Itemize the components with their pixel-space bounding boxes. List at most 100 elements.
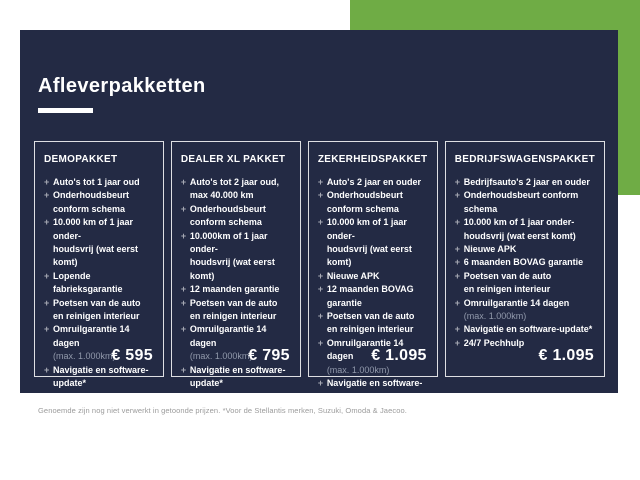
plus-bullet-icon: + [180,284,187,295]
feature-list: + Bedrijfsauto's 2 jaar en ouder + Onderhou… [455,176,595,350]
feature-text: Onderhoudsbeurt conform schema [463,190,579,214]
feature-text: Auto's tot 2 jaar oud, max 40.000 km [189,177,280,201]
plus-bullet-icon: + [44,190,50,201]
feature-item: +10.000 km of 1 jaar onder-houdsvrij (wa… [455,216,595,243]
feature-text: 24/7 Pechhulp [326,404,388,415]
feature-item: + Onderhoudsbeurt conform schema [455,189,595,216]
feature-text: 10.000 km of 1 jaar onder-houdsvrij (wat… [326,217,412,268]
plus-bullet-icon: + [454,270,460,281]
feature-text: 12 maanden garantie [189,284,280,295]
plus-bullet-icon: + [454,337,460,348]
feature-item: +10.000km of 1 jaar onder-houdsvrij (wat… [181,230,291,284]
feature-text: Poetsen van de auto en reinigen interieur [189,297,278,322]
feature-item: + Poetsen van de auto en reinigen interieu… [44,297,154,324]
feature-item: + Navigatie en software-update* [181,364,291,391]
plus-bullet-icon: + [454,190,460,201]
feature-text: Auto's 2 jaar en ouder [326,177,421,187]
plus-bullet-icon: + [180,177,187,187]
package-name: DEALER XL PAKKET [180,154,286,165]
plus-bullet-icon: + [317,378,324,389]
plus-bullet-icon: + [44,297,50,308]
feature-text: Omruilgarantie 14 dagen (max. 1.000km) [189,324,267,362]
feature-item: + Onderhoudsbeurt conform schema [181,203,291,230]
plus-bullet-icon: + [44,391,50,402]
title-underline [38,108,93,113]
plus-bullet-icon: + [317,190,324,201]
feature-text: 10.000 km of 1 jaar onder-houdsvrij (wat… [463,217,576,241]
feature-text: Lopende fabrieksgarantie [53,270,123,295]
package-price: € 595 [111,347,153,364]
feature-text: 24/7 Pechhulp [463,337,525,348]
package-name: BEDRIJFSWAGENSPAKKET [454,154,595,165]
feature-text: Navigatie en software-update* [53,364,149,389]
feature-text: Poetsen van de auto en reinigen interieur [53,297,141,322]
feature-text: 24/7 Pechhulp [189,391,251,402]
feature-text: Onderhoudsbeurt conform schema [53,190,129,214]
plus-bullet-icon: + [317,311,324,322]
feature-text: Navigatie en software-update* [326,378,423,402]
feature-text: 10.000 km of 1 jaar onder-houdsvrij (wat… [53,217,139,268]
feature-item: + Omruilgarantie 14 dagen (max. 1.000km) [318,337,428,377]
feature-text: Navigatie en software-update* [189,364,286,389]
feature-text: Omruilgarantie 14 dagen (max. 1.000km) [53,324,130,362]
feature-text: 10.000km of 1 jaar onder-houdsvrij (wat … [189,230,275,281]
feature-item: +24/7 Pechhulp [318,404,428,417]
feature-item: +12 maanden BOVAG garantie [318,283,428,310]
plus-bullet-icon: + [44,364,50,375]
feature-text: Auto's tot 1 jaar oud [53,177,140,187]
package-name: ZEKERHEIDSPAKKET [317,154,428,165]
feature-item: + Poetsen van de auto en reinigen interieu… [318,310,428,337]
feature-item: +10.000 km of 1 jaar onder-houdsvrij (wa… [44,216,154,270]
feature-item: + Nieuwe APK [455,243,595,256]
plus-bullet-icon: + [454,257,460,268]
plus-bullet-icon: + [317,177,324,187]
feature-text: Navigatie en software-update* [463,324,593,335]
plus-bullet-icon: + [180,391,187,402]
package-card: BEDRIJFSWAGENSPAKKET + Bedrijfsauto's 2 j… [444,141,605,377]
plus-bullet-icon: + [317,217,324,228]
feature-text: Poetsen van de auto en reinigen interieur [326,311,415,335]
feature-list: + Auto's 2 jaar en ouder + Onderhoudsbeurt c… [318,176,428,417]
feature-item: + Poetsen van de auto en reinigen interieu… [455,270,595,297]
plus-bullet-icon: + [180,297,187,308]
feature-text: 12 maanden BOVAG garantie [326,284,414,308]
plus-bullet-icon: + [454,177,460,187]
feature-text: Onderhoudsbeurt conform schema [326,190,403,214]
feature-item: +6 maanden BOVAG garantie [455,256,595,269]
plus-bullet-icon: + [454,324,460,335]
feature-item: + Auto's tot 1 jaar oud [44,176,154,189]
feature-item: + Omruilgarantie 14 dagen (max. 1.000km) [181,323,291,363]
plus-bullet-icon: + [454,244,460,255]
afleverpakketten-panel: Afleverpakketten DEMOPAKKET + Auto's tot … [20,30,618,415]
feature-item: + Lopende fabrieksgarantie [44,270,154,297]
plus-bullet-icon: + [44,270,50,281]
feature-text: Omruilgarantie 14 dagen (max. 1.000km) [463,297,570,322]
feature-text: Bedrijfsauto's 2 jaar en ouder [463,177,590,187]
feature-text: Poetsen van de auto en reinigen interieur [463,270,552,295]
plus-bullet-icon: + [317,404,324,415]
plus-bullet-icon: + [180,324,187,335]
plus-bullet-icon: + [180,230,187,241]
feature-text: Omruilgarantie 14 dagen (max. 1.000km) [326,337,404,375]
plus-bullet-icon: + [454,297,460,308]
feature-item: + Nieuwe APK [318,270,428,283]
feature-text: Onderhoudsbeurt conform schema [189,203,266,228]
package-card: DEALER XL PAKKET + Auto's tot 2 jaar oud,… [170,141,301,402]
plus-bullet-icon: + [317,337,324,348]
feature-item: + Bedrijfsauto's 2 jaar en ouder [455,176,595,189]
feature-item: + Omruilgarantie 14 dagen (max. 1.000km) [44,323,154,363]
plus-bullet-icon: + [454,217,460,228]
plus-bullet-icon: + [180,203,187,214]
feature-text: 24/7 Pechhulp [53,391,114,402]
package-price: € 1.095 [371,347,427,364]
feature-item: +24/7 Pechhulp [455,337,595,350]
feature-text: 6 maanden BOVAG garantie [463,257,584,268]
feature-item: + Auto's tot 2 jaar oud, max 40.000 km [181,176,291,203]
feature-item: + Onderhoudsbeurt conform schema [318,189,428,216]
feature-item: +10.000 km of 1 jaar onder-houdsvrij (wa… [318,216,428,270]
feature-item: + Omruilgarantie 14 dagen (max. 1.000km) [455,297,595,324]
package-cards: DEMOPAKKET + Auto's tot 1 jaar oud + Onderh… [34,141,605,415]
plus-bullet-icon: + [317,270,324,281]
feature-item: + Auto's 2 jaar en ouder [318,176,428,189]
